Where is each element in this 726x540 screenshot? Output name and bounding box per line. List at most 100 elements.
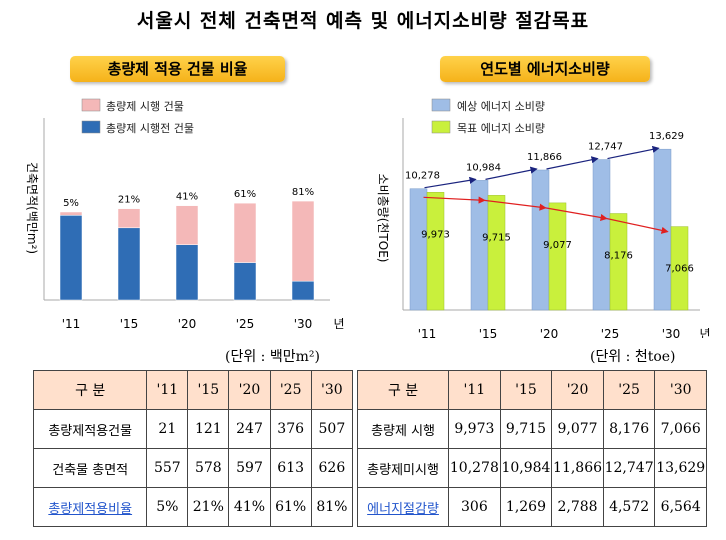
legend-swatch	[431, 120, 451, 134]
row-label-cell: 총량제적용비율	[32, 487, 148, 527]
table-cell: 9,077	[551, 409, 604, 449]
table-cell: 2,788	[551, 487, 604, 527]
trend-arrow-target	[606, 217, 669, 234]
trend-arrow-target	[484, 199, 547, 211]
bar-value-label: 9,973	[421, 229, 450, 240]
left-chart: 건축면적(백만m²) 총량제 시행 건물 총량제 시행전 건물 5% '11 21% '15…	[10, 88, 355, 342]
table-cell: '15	[499, 370, 553, 410]
table-cell: '25	[269, 370, 312, 410]
bar-value-label: 10,278	[405, 171, 440, 182]
legend-swatch	[431, 98, 451, 112]
table-cell: 10,278	[448, 448, 501, 488]
x-tick-label: '30	[662, 327, 681, 338]
row-label-cell: 에너지절감량	[356, 487, 450, 527]
table-cell: 4,572	[602, 487, 656, 527]
table-cell: 6,564	[654, 487, 707, 527]
x-tick-label: '30	[294, 317, 313, 331]
bar-value-label: 13,629	[649, 131, 684, 142]
x-tick-label: '25	[236, 317, 255, 331]
table-cell: '30	[654, 370, 707, 410]
right-unit-label: (단위 : 천toe)	[590, 349, 676, 365]
row-label-cell: 건축물 총면적	[32, 448, 148, 488]
bar-pre-adoption	[175, 244, 199, 301]
table-cell: 9,715	[499, 409, 553, 449]
x-tick-label: '11	[418, 327, 437, 338]
x-tick-label: '20	[540, 327, 559, 338]
row-label-cell: 구 분	[32, 370, 148, 410]
table-cell: 578	[187, 448, 230, 488]
bar-percent-label: 21%	[118, 195, 140, 206]
table-cell: 61%	[269, 487, 312, 527]
table-cell: 8,176	[602, 409, 656, 449]
row-label-cell: 총량제적용건물	[32, 409, 148, 449]
trend-arrow-expected	[607, 145, 660, 160]
building-area-table: 구 분 '11'15'20'25'30 총량제적용건물 21 121 247 376 507 건…	[32, 370, 354, 527]
bar-pre-adoption	[291, 280, 315, 301]
left-chart-badge: 총량제 적용 건물 비율	[70, 56, 285, 82]
bar-adopted	[117, 208, 141, 229]
table-cell: 507	[310, 409, 354, 449]
trend-arrow-expected	[424, 176, 477, 189]
bar-target	[487, 195, 506, 311]
left-unit-label: (단위 : 백만m²)	[225, 349, 320, 365]
table-row: 총량제적용비율 5% 21% 41% 61% 81%	[32, 487, 354, 527]
trend-arrow-expected	[485, 166, 538, 180]
page-title: 서울시 전체 건축면적 예측 및 에너지소비량 절감목표	[136, 10, 590, 32]
table-cell: '20	[551, 370, 604, 410]
bar-value-label: 7,066	[665, 264, 694, 275]
table-cell: 21	[146, 409, 189, 449]
legend-label: 예상 에너지 소비량	[457, 100, 545, 113]
table-cell: 9,973	[448, 409, 501, 449]
bar-target	[609, 213, 628, 311]
right-chart-badge: 연도별 에너지소비량	[440, 56, 650, 82]
legend-label: 목표 에너지 소비량	[457, 122, 545, 135]
trend-arrow-target	[423, 196, 486, 204]
bar-percent-label: 61%	[234, 189, 256, 200]
table-cell: '25	[602, 370, 656, 410]
table-cell: 306	[448, 487, 501, 527]
table-cell: 7,066	[654, 409, 707, 449]
table-cell: 557	[146, 448, 189, 488]
bar-expected	[592, 159, 611, 311]
energy-table: 구 분 '11'15'20'25'30 총량제 시행 9,973 9,715 9,077 8…	[356, 370, 707, 527]
bar-target	[426, 192, 445, 311]
x-tick-label: '20	[178, 317, 197, 331]
table-row: 건축물 총면적 557 578 597 613 626	[32, 448, 354, 488]
table-cell: 1,269	[499, 487, 553, 527]
table-cell: 613	[269, 448, 312, 488]
bar-adopted	[233, 202, 257, 263]
table-cell: 5%	[146, 487, 189, 527]
bar-value-label: 9,077	[543, 240, 572, 251]
table-cell: '15	[187, 370, 230, 410]
bar-percent-label: 5%	[63, 198, 79, 209]
table-row: 총량제미시행 10,278 10,984 11,866 12,747 13,629	[356, 448, 707, 488]
table-cell: 13,629	[654, 448, 707, 488]
table-cell: 121	[187, 409, 230, 449]
bar-adopted	[59, 211, 83, 216]
bar-value-label: 11,866	[527, 152, 562, 163]
x-tick-label: '25	[601, 327, 620, 338]
table-cell: 597	[228, 448, 271, 488]
x-tick-label: '11	[62, 317, 81, 331]
x-axis-unit: 년	[333, 317, 344, 331]
x-tick-label: '15	[479, 327, 498, 338]
bar-target	[548, 202, 567, 311]
y-axis-label: 건축면적(백만m²)	[25, 162, 39, 254]
legend-swatch	[81, 120, 101, 134]
table-cell: 12,747	[602, 448, 656, 488]
table-cell: '30	[310, 370, 354, 410]
legend-label: 총량제 시행 건물	[106, 100, 184, 113]
table-header-row: 구 분 '11'15'20'25'30	[356, 370, 707, 410]
table-row: 총량제적용건물 21 121 247 376 507	[32, 409, 354, 449]
table-row: 에너지절감량 306 1,269 2,788 4,572 6,564	[356, 487, 707, 527]
table-cell: 41%	[228, 487, 271, 527]
bar-pre-adoption	[233, 262, 257, 301]
row-label-cell: 총량제미시행	[356, 448, 450, 488]
table-cell: 81%	[310, 487, 354, 527]
bar-percent-label: 81%	[292, 187, 314, 198]
bar-percent-label: 41%	[176, 192, 198, 203]
bar-value-label: 12,747	[588, 142, 623, 153]
bar-value-label: 9,715	[482, 232, 511, 243]
